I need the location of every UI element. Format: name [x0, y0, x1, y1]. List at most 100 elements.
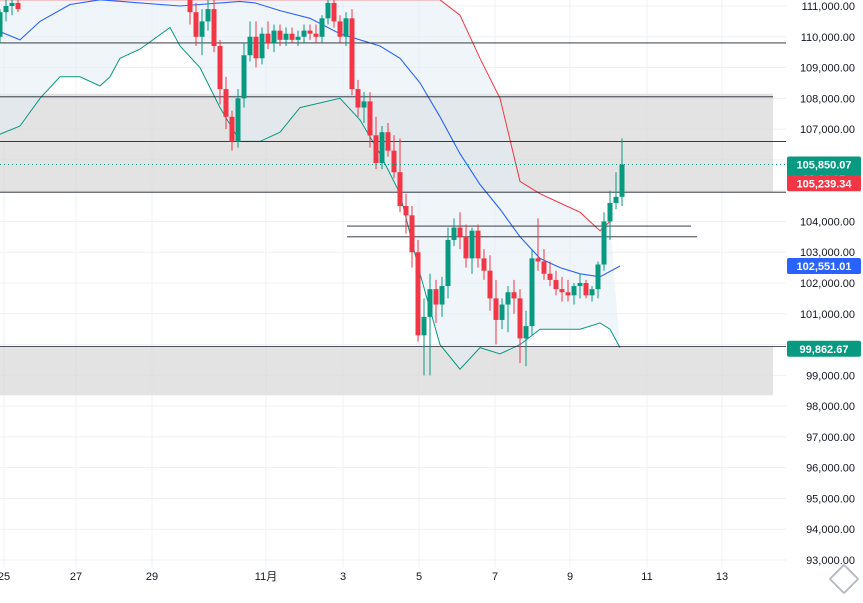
candle-body	[283, 33, 289, 40]
candle-body	[9, 2, 15, 6]
bollinger-lower	[0, 26, 621, 370]
bollinger-bands	[0, 0, 621, 370]
candle-body	[253, 36, 259, 59]
candle-body	[205, 9, 211, 22]
price-axis[interactable]: 111,000.00 110,000.00 109,000.00 108,000.00…	[786, 0, 863, 598]
candle-body	[385, 132, 391, 151]
candle-body	[313, 33, 319, 37]
candle-body	[439, 286, 445, 305]
candle-body	[421, 316, 427, 336]
candle-body	[247, 36, 253, 56]
price-tick-label: 98,000.00	[806, 401, 855, 413]
candlesticks	[0, 0, 625, 376]
candle-body	[445, 239, 451, 287]
candle-body	[361, 101, 367, 108]
price-tick-label: 97,000.00	[806, 432, 855, 444]
price-label-value: 105,239.34	[796, 178, 852, 190]
price-label-value: 105,850.07	[796, 160, 851, 172]
candle-body	[601, 221, 607, 265]
candle-body	[193, 12, 199, 37]
time-tick-label: 25	[0, 571, 10, 583]
candle-body	[235, 98, 241, 142]
candle-body	[391, 150, 397, 173]
candle-body	[229, 116, 235, 142]
price-label-value: 102,551.01	[796, 261, 851, 273]
time-tick-label: 13	[716, 571, 728, 583]
price-tick-label: 109,000.00	[800, 63, 855, 75]
watermark-logo-icon	[828, 563, 860, 595]
horizontal-lines[interactable]	[0, 42, 786, 347]
candle-body	[373, 135, 379, 163]
candle-body	[289, 33, 295, 40]
candle-body	[529, 258, 535, 327]
time-tick-label: 11	[641, 571, 652, 583]
candle-body	[0, 12, 3, 37]
candle-body	[259, 33, 265, 59]
watermark	[828, 563, 860, 595]
candle-body	[3, 6, 9, 13]
candle-body	[15, 2, 21, 10]
candle-body	[379, 132, 385, 163]
price-axis-background	[786, 0, 863, 598]
candle-body	[451, 227, 457, 240]
candle-body	[319, 18, 325, 37]
time-tick-label: 3	[340, 571, 346, 583]
candle-body	[211, 9, 217, 47]
price-tick-label: 108,000.00	[800, 93, 855, 105]
time-axis-background	[0, 568, 786, 598]
price-tick-label: 93,000.00	[806, 555, 855, 567]
candle-body	[295, 36, 301, 40]
candle-body	[553, 279, 559, 290]
price-tick-label: 104,000.00	[800, 216, 855, 228]
candle-body	[523, 326, 529, 339]
candle-body	[619, 164, 625, 197]
candle-body	[613, 196, 619, 203]
candle-body	[223, 89, 229, 117]
candle-body	[349, 18, 355, 90]
price-tick-label: 102,000.00	[800, 278, 855, 290]
time-tick-label: 27	[70, 571, 82, 583]
price-label-box	[787, 258, 861, 275]
candle-body	[505, 292, 511, 305]
candle-body	[487, 270, 493, 299]
bollinger-middle	[0, 0, 621, 278]
candle-body	[187, 0, 193, 13]
candle-body	[541, 261, 547, 274]
candle-body	[307, 30, 313, 34]
time-tick-label: 9	[567, 571, 573, 583]
candle-body	[469, 230, 475, 259]
time-tick-label: 5	[416, 571, 422, 583]
candle-body	[301, 30, 307, 37]
candle-body	[217, 46, 223, 90]
candle-body	[355, 89, 361, 108]
candle-body	[571, 286, 577, 296]
candle-body	[457, 227, 463, 237]
time-tick-label: 11月	[255, 571, 277, 583]
candle-body	[325, 2, 331, 19]
candle-body	[607, 202, 613, 222]
price-tick-label: 95,000.00	[806, 493, 855, 505]
candle-body	[583, 283, 589, 296]
candle-body	[367, 101, 373, 136]
price-zone	[0, 346, 773, 396]
candle-body	[463, 236, 469, 259]
price-tick-label: 110,000.00	[801, 32, 855, 44]
candle-body	[397, 172, 403, 207]
candle-body	[427, 289, 433, 317]
candle-body	[475, 230, 481, 259]
candle-body	[493, 298, 499, 320]
price-tick-label: 96,000.00	[806, 463, 855, 475]
candle-body	[241, 55, 247, 99]
price-tick-label: 101,000.00	[800, 309, 855, 321]
price-label-box	[787, 340, 861, 357]
candle-body	[565, 292, 571, 296]
price-tick-label: 99,000.00	[806, 370, 855, 382]
price-label-box	[787, 175, 861, 192]
candle-body	[271, 30, 277, 43]
candle-body	[547, 273, 553, 280]
price-tick-label: 103,000.00	[800, 247, 855, 259]
candle-body	[433, 289, 439, 305]
time-axis[interactable]: 25 27 29 11月 3 5 7 9 11 13	[0, 568, 786, 598]
